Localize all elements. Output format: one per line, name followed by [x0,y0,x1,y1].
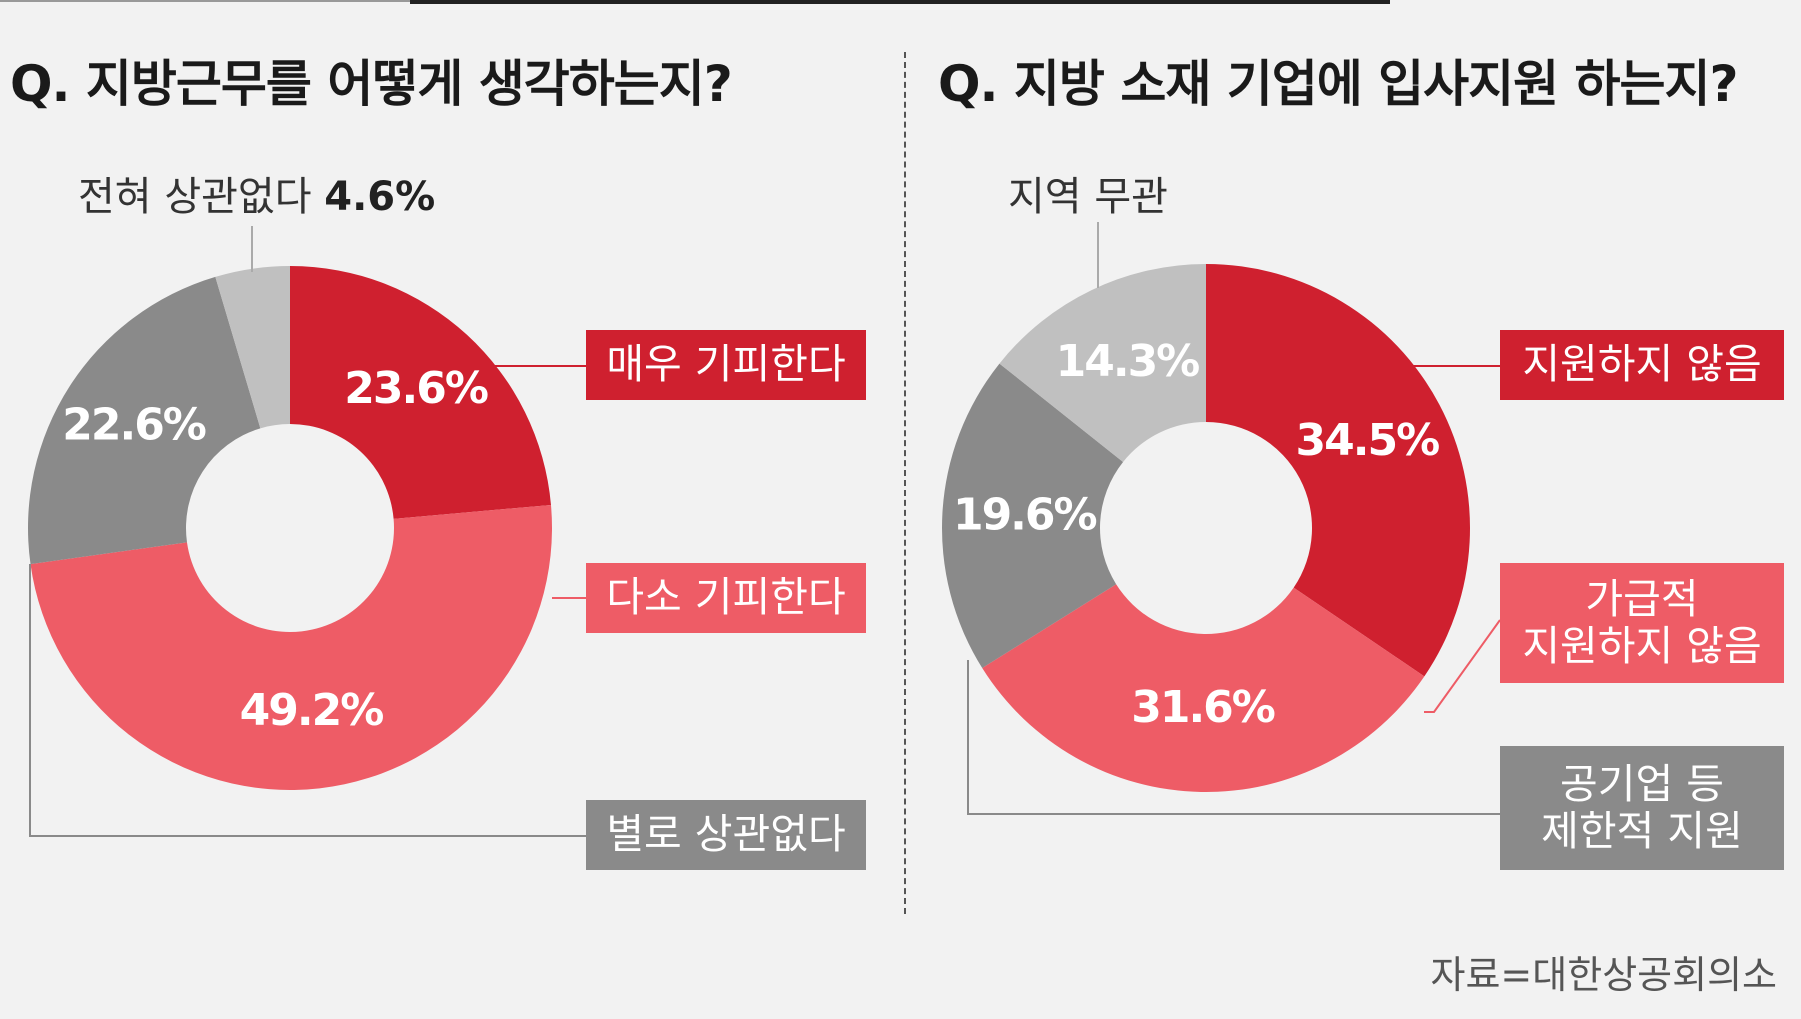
panel-local-work-opinion: Q. 지방근무를 어떻게 생각하는지? 23.6% 49.2% 22.6% 전혀 상… [0,0,900,1019]
legend-somewhat-avoid: 다소 기피한다 [586,563,866,633]
legend-limited-line2: 제한적 지원 [1541,807,1743,855]
value-label-somewhat-avoid: 49.2% [240,685,384,736]
legend-no-apply-label: 지원하지 않음 [1522,340,1762,389]
legend-somewhat-avoid-label: 다소 기피한다 [606,573,846,622]
slice-not-at-all [215,266,290,429]
chart-title: Q. 지방근무를 어떻게 생각하는지? [10,55,733,113]
slice-prefer-not [982,584,1425,793]
slice-very-avoid [290,266,551,519]
legend-not-at-all: 전혀 상관없다 4.6% [78,164,435,222]
legend-any-region: 지역 무관 [1008,164,1168,222]
slice-not-really [27,276,261,565]
legend-limited-line1: 공기업 등 [1560,759,1724,808]
legend-not-at-all-label: 전혀 상관없다 [78,174,312,220]
value-label-no-apply: 34.5% [1296,415,1440,466]
value-label-limited: 19.6% [953,490,1097,541]
panel-divider [904,52,906,914]
leader-line-prefer-not [1424,619,1501,713]
value-label-very-avoid: 23.6% [344,363,488,414]
leader-line-not-really [29,564,586,837]
legend-not-really-label: 별로 상관없다 [606,810,846,859]
legend-prefer-not: 가급적 지원하지 않음 [1500,563,1784,683]
chart-title: Q. 지방 소재 기업에 입사지원 하는지? [938,55,1739,113]
slice-any-region [999,264,1206,462]
slice-somewhat-avoid [30,504,552,790]
donut-chart-local-work: 23.6% 49.2% 22.6% [27,226,586,837]
legend-prefer-not-line2: 지원하지 않음 [1522,622,1762,670]
legend-no-apply: 지원하지 않음 [1500,330,1784,400]
leader-line-limited [967,660,1500,815]
value-label-not-really: 22.6% [62,399,206,450]
legend-very-avoid: 매우 기피한다 [586,330,866,400]
legend-not-at-all-value: 4.6% [324,174,436,220]
slice-no-apply [1206,264,1470,677]
legend-not-really: 별로 상관없다 [586,800,866,870]
legend-prefer-not-line1: 가급적 [1585,574,1699,623]
value-label-prefer-not: 31.6% [1131,682,1275,733]
top-rule-thick [410,0,1390,4]
legend-very-avoid-label: 매우 기피한다 [606,340,846,389]
top-rule [0,0,1801,4]
source-note: 자료=대한상공회의소 [1430,953,1777,997]
slice-limited [942,363,1124,669]
panel-local-company-application: Q. 지방 소재 기업에 입사지원 하는지? 34.5% 31.6% 19.6% 14… [930,0,1801,1019]
donut-chart-local-application: 34.5% 31.6% 19.6% 14.3% [942,222,1501,815]
top-rule-thin [0,0,410,2]
value-label-any-region: 14.3% [1056,336,1200,387]
legend-limited: 공기업 등 제한적 지원 [1500,746,1784,870]
legend-any-region-label: 지역 무관 [1008,174,1168,220]
